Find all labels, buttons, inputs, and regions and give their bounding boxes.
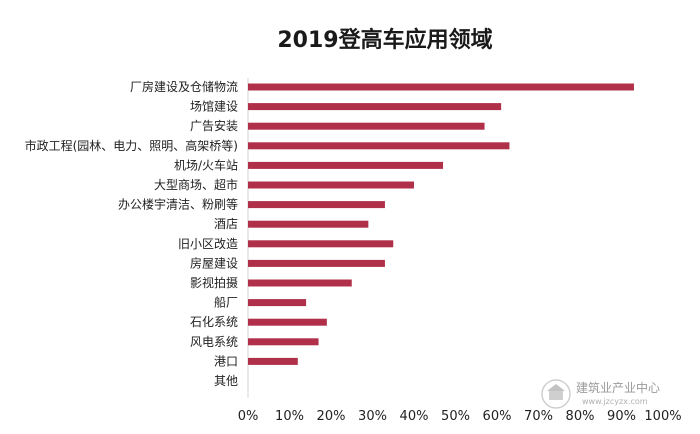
bar-0: [248, 83, 634, 91]
bars-group: [248, 83, 634, 365]
category-label-15: 其他: [214, 374, 238, 388]
watermark: 建筑业产业中心 www.jzcyzx.com: [541, 379, 660, 409]
bar-11: [248, 299, 307, 307]
category-label-5: 大型商场、超市: [154, 177, 238, 192]
bar-2: [248, 122, 485, 130]
x-tick-label-7: 70%: [524, 409, 553, 424]
category-label-0: 厂房建设及仓储物流: [130, 79, 238, 94]
x-tick-labels: 0% 10% 20% 30% 40% 50% 60% 70% 80% 90% 100%: [238, 409, 682, 424]
x-tick-label-3: 30%: [358, 409, 387, 424]
watermark-logo-icon: [541, 379, 571, 409]
bar-7: [248, 220, 369, 228]
category-label-12: 石化系统: [190, 315, 238, 329]
bar-1: [248, 103, 502, 111]
bar-3: [248, 142, 510, 150]
bar-4: [248, 161, 444, 169]
chart-title: 2019登高车应用领域: [277, 27, 492, 53]
bar-6: [248, 201, 385, 209]
category-label-1: 场馆建设: [190, 99, 238, 114]
category-label-7: 酒店: [214, 217, 238, 231]
watermark-url: www.jzcyzx.com: [582, 397, 648, 406]
category-label-13: 风电系统: [190, 335, 238, 349]
category-label-2: 广告安装: [190, 118, 238, 133]
category-label-3: 市政工程(园林、电力、照明、高架桥等): [25, 138, 238, 153]
x-tick-label-10: 100%: [644, 409, 681, 424]
x-tick-label-9: 90%: [607, 409, 636, 424]
category-label-6: 办公楼宇清洁、粉刷等: [118, 197, 238, 212]
bar-12: [248, 318, 327, 326]
bar-10: [248, 279, 352, 287]
bar-9: [248, 259, 385, 267]
watermark-text: 建筑业产业中心: [576, 380, 660, 395]
category-label-11: 船厂: [214, 296, 238, 310]
x-tick-label-2: 20%: [317, 409, 346, 424]
category-label-8: 旧小区改造: [178, 237, 238, 251]
category-label-10: 影视拍摄: [190, 275, 238, 290]
category-label-14: 港口: [214, 354, 238, 368]
bar-13: [248, 338, 319, 346]
bar-5: [248, 181, 414, 189]
x-tick-label-4: 40%: [400, 409, 429, 424]
x-tick-label-0: 0%: [238, 409, 259, 424]
x-tick-label-8: 80%: [566, 409, 595, 424]
x-tick-label-1: 10%: [275, 409, 304, 424]
bar-14: [248, 357, 298, 365]
x-tick-label-6: 60%: [483, 409, 512, 424]
category-label-4: 机场/火车站: [174, 157, 238, 172]
x-tick-label-5: 50%: [441, 409, 470, 424]
bar-8: [248, 240, 394, 248]
category-label-9: 房屋建设: [190, 255, 238, 270]
